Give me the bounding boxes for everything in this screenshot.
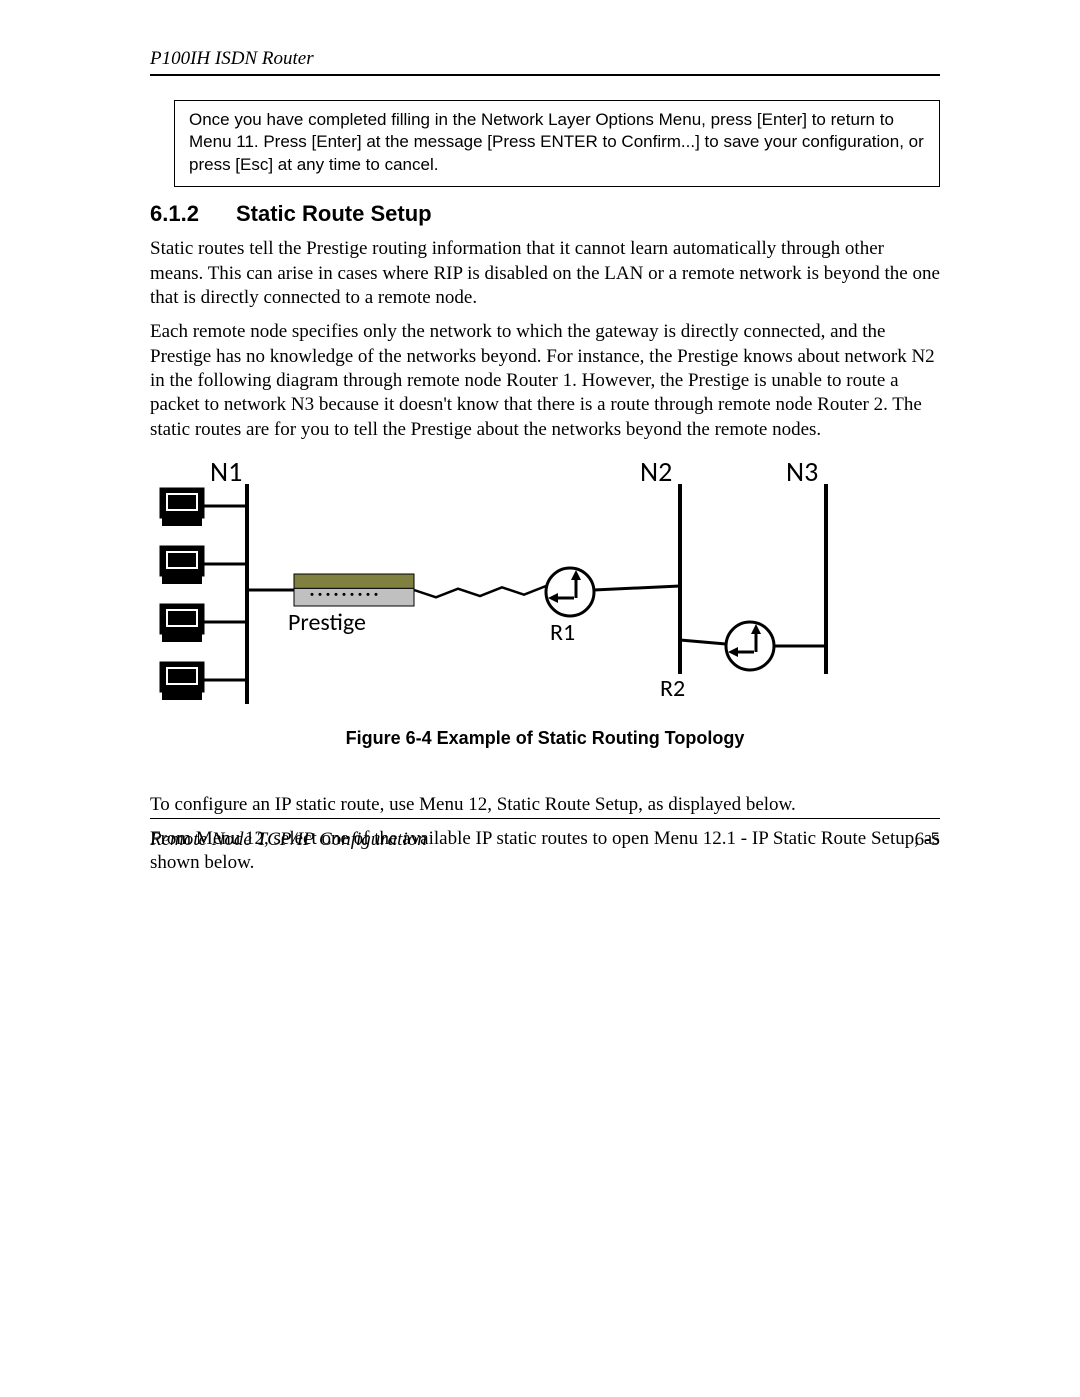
- page: P100IH ISDN Router Once you have complet…: [0, 0, 1080, 1397]
- figure-topology: N1 N2 N3 Prestige R1 R2: [150, 456, 840, 714]
- footer-page-number: 6-5: [915, 829, 940, 851]
- label-r2: R2: [660, 674, 685, 703]
- footer-line: Remote Node TCP/IP Configuration 6-5: [150, 829, 940, 851]
- label-n3: N3: [786, 454, 818, 489]
- body-paragraph-3: To configure an IP static route, use Men…: [150, 793, 940, 817]
- label-n1: N1: [210, 454, 242, 489]
- body-paragraph-1: Static routes tell the Prestige routing …: [150, 237, 940, 310]
- section-heading: 6.1.2Static Route Setup: [150, 201, 940, 227]
- label-n2: N2: [640, 454, 672, 489]
- figure-caption: Figure 6-4 Example of Static Routing Top…: [150, 728, 940, 749]
- label-prestige: Prestige: [288, 608, 366, 637]
- footer-chapter-title: Remote Node TCP/IP Configuration: [150, 829, 427, 851]
- topology-diagram: [150, 456, 840, 714]
- label-r1: R1: [550, 618, 575, 647]
- instruction-box: Once you have completed filling in the N…: [174, 100, 940, 187]
- running-header: P100IH ISDN Router: [150, 48, 940, 76]
- section-title: Static Route Setup: [236, 201, 432, 226]
- footer-rule: [150, 818, 940, 819]
- page-footer: Remote Node TCP/IP Configuration 6-5: [150, 818, 940, 851]
- section-number: 6.1.2: [150, 201, 236, 227]
- body-paragraph-2: Each remote node specifies only the netw…: [150, 320, 940, 442]
- page-content: P100IH ISDN Router Once you have complet…: [150, 48, 940, 876]
